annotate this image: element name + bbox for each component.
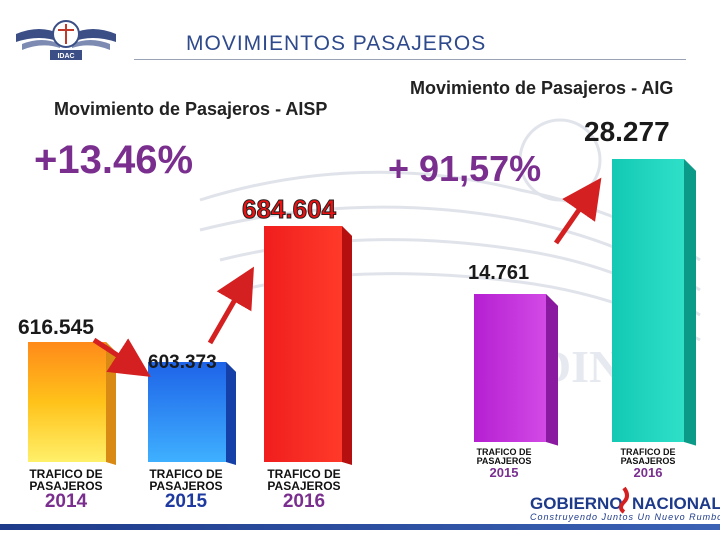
title-divider <box>134 59 686 60</box>
bar-aig-2016 <box>612 159 696 446</box>
bar-side <box>226 362 236 465</box>
bar-aig-2015 <box>474 294 558 446</box>
aisp-chart-title: Movimiento de Pasajeros - AISP <box>54 99 328 119</box>
value-label-aisp-2015: 603.373 <box>148 352 217 373</box>
arrow-2014-2015 <box>92 337 151 377</box>
bar-side <box>106 342 116 465</box>
bar-aisp-2014 <box>28 342 116 465</box>
value-label-aig-2015: 14.761 <box>468 262 530 284</box>
value-label-aig-2016: 28.277 <box>584 116 670 147</box>
bar-side <box>546 294 558 446</box>
bar-face <box>148 362 226 462</box>
bar-aisp-2015 <box>148 362 236 465</box>
category-label-aig-2016: TRAFICO DE PASAJEROS 2016 <box>620 447 676 480</box>
bar-side <box>342 226 352 465</box>
footer-tagline: Construyendo Juntos Un Nuevo Rumbo <box>530 512 720 522</box>
bar-aisp-2016 <box>264 226 352 465</box>
aisp-growth-annotation: +13.46% <box>34 138 194 182</box>
bar-face <box>264 226 342 462</box>
slide-title: MOVIMIENTOS PASAJEROS <box>186 32 487 55</box>
footer-bar <box>0 524 720 530</box>
footer-brand-left: GOBIERNO <box>530 494 623 513</box>
category-label-aisp-2015: TRAFICO DE PASAJEROS 2015 <box>149 467 223 512</box>
logo-text: IDAC <box>57 53 74 60</box>
bar-face <box>612 159 684 442</box>
flag-icon <box>619 486 629 514</box>
category-label-aig-2015: TRAFICO DE PASAJEROS 2015 <box>476 447 532 480</box>
bar-face <box>28 342 106 462</box>
arrow-2015-2016 <box>207 266 254 345</box>
aig-chart-title: Movimiento de Pasajeros - AIG <box>410 78 674 98</box>
category-label-aisp-2014: TRAFICO DE PASAJEROS 2014 <box>29 467 103 512</box>
value-label-aisp-2016: 684.604 <box>242 194 337 225</box>
aig-growth-annotation: + 91,57% <box>388 148 542 189</box>
idac-logo: IDAC <box>16 20 116 60</box>
category-label-aisp-2016: TRAFICO DE PASAJEROS 2016 <box>267 467 341 512</box>
value-label-aisp-2014: 616.545 <box>18 316 94 339</box>
arrow-aig-growth <box>553 177 602 245</box>
bar-side <box>684 159 696 446</box>
footer-brand-right: NACIONAL <box>632 494 720 513</box>
bar-face <box>474 294 546 442</box>
